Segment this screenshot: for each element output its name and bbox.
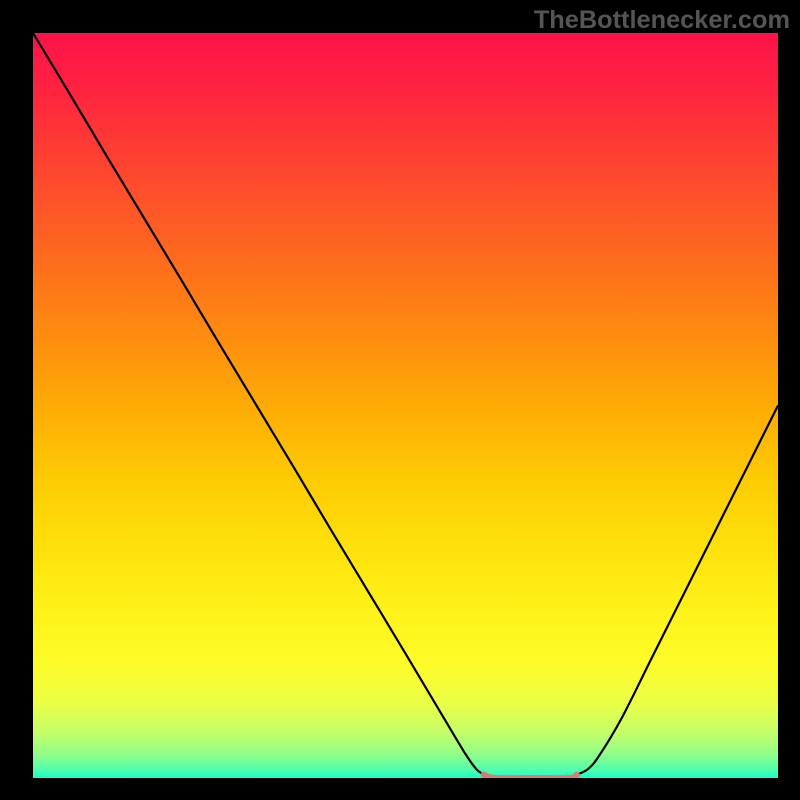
- plot-area: [33, 33, 778, 778]
- chart-container: TheBottlenecker.com: [0, 0, 800, 800]
- gradient-background: [33, 33, 778, 778]
- watermark-label: TheBottlenecker.com: [534, 6, 790, 35]
